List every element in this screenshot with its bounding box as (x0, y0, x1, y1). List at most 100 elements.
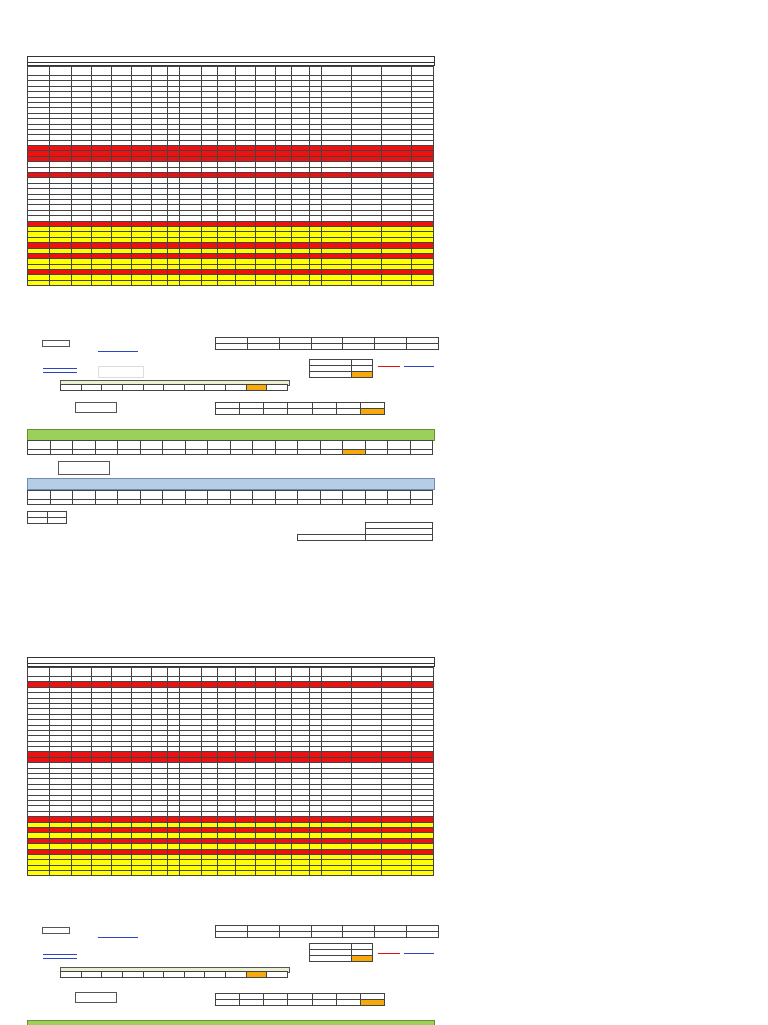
header-cell (255, 667, 276, 677)
summary-link[interactable] (404, 366, 434, 367)
contact-cell-2 (42, 927, 70, 934)
blue-section-header (27, 490, 433, 506)
totals-table (215, 337, 439, 350)
header-cell (167, 66, 180, 76)
header-cell (321, 667, 352, 677)
table-header-row (27, 66, 434, 76)
email-link-6[interactable] (43, 958, 77, 959)
table-cell (411, 870, 434, 877)
contact-cell (42, 340, 70, 347)
email-link-1[interactable] (98, 351, 138, 352)
totals-table-2 (215, 925, 439, 938)
table-row (27, 252, 434, 260)
table-cell (411, 279, 434, 287)
pointer-line-2 (378, 953, 400, 954)
table-cell (351, 279, 382, 287)
email-link-5[interactable] (43, 954, 77, 955)
green-section-row (27, 448, 433, 456)
header-cell (235, 667, 256, 677)
period-label (175, 420, 247, 424)
table-row (27, 225, 434, 233)
header-cell (255, 66, 276, 76)
table-row (27, 719, 434, 726)
header-cell (111, 667, 132, 677)
table-cell (179, 870, 202, 877)
table-cell (381, 870, 412, 877)
header-cell (235, 66, 256, 76)
header-cell (179, 667, 202, 677)
table-row (27, 843, 434, 850)
table-row (27, 145, 434, 152)
table-row (27, 161, 434, 168)
table-row (27, 279, 434, 287)
table-cell (167, 870, 180, 877)
table-row (27, 735, 434, 742)
table-cell (309, 870, 322, 877)
table-cell (27, 279, 50, 287)
table-cell (131, 870, 152, 877)
header-cell (111, 66, 132, 76)
note-box (75, 402, 117, 413)
table-cell (111, 279, 132, 287)
table-row (27, 805, 434, 812)
header-cell (201, 66, 218, 76)
table-row (27, 80, 434, 87)
header-cell (131, 66, 152, 76)
section-2-row (60, 384, 288, 391)
table-cell (381, 279, 412, 287)
table-cell (27, 870, 50, 877)
header-cell (275, 66, 292, 76)
table-cell (275, 279, 292, 287)
header-cell (291, 667, 310, 677)
header-cell (49, 66, 72, 76)
signature-block (98, 366, 144, 378)
table-cell (201, 279, 218, 287)
header-cell (167, 667, 180, 677)
header-cell (411, 667, 434, 677)
email-link-3[interactable] (43, 372, 77, 373)
header-cell (91, 667, 112, 677)
deductions-table-2 (214, 993, 386, 1006)
header-cell (179, 66, 202, 76)
header-cell (351, 66, 382, 76)
table-row (27, 729, 434, 737)
table-cell (49, 279, 72, 287)
table-row (27, 263, 434, 271)
table-row (27, 870, 434, 877)
table-row (27, 837, 434, 845)
header-cell (411, 66, 434, 76)
table-cell (275, 870, 292, 877)
summary-link-2[interactable] (404, 953, 434, 954)
header-cell (351, 667, 382, 677)
table-cell (111, 870, 132, 877)
table-row (27, 767, 434, 775)
table-row (27, 128, 434, 136)
table-row (27, 746, 434, 753)
table-row (27, 231, 434, 238)
table-cell (351, 870, 382, 877)
table-row (27, 724, 434, 731)
blue-section-band (27, 478, 435, 490)
table-cell (235, 870, 256, 877)
table-row (27, 686, 434, 694)
table-row (27, 864, 434, 872)
section-2-row-b (60, 971, 288, 978)
table-cell (235, 279, 256, 287)
deductions-table (214, 402, 386, 415)
sheet-1-subtitle-cell (27, 61, 435, 66)
table-cell (291, 870, 310, 877)
header-cell (309, 667, 322, 677)
header-cell (49, 667, 72, 677)
green-section-band-2 (27, 1020, 435, 1025)
header-cell (217, 667, 236, 677)
sheet-2-title-cell (27, 657, 435, 664)
email-link-2[interactable] (43, 368, 77, 369)
table-row (27, 821, 434, 828)
table-row (27, 107, 434, 114)
table-row (27, 220, 434, 227)
table-cell (151, 870, 168, 877)
table-row (27, 112, 434, 120)
email-link-4[interactable] (98, 937, 138, 938)
table-cell (179, 279, 202, 287)
summary-box (309, 359, 373, 378)
